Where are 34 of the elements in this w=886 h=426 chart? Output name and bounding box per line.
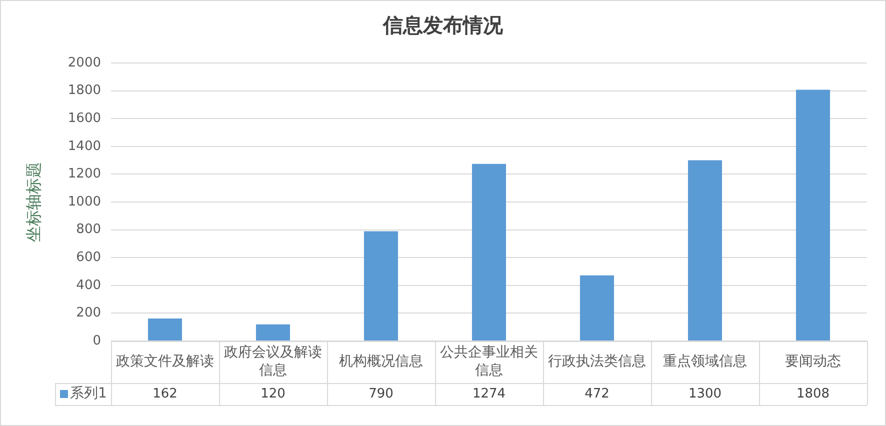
y-tick-label: 400 [76, 278, 101, 293]
data-label: 162 [152, 386, 178, 402]
x-tick-label: 政策文件及解读 [116, 354, 214, 370]
y-axis-title: 坐标轴标题 [24, 162, 44, 242]
y-tick-label: 1200 [68, 166, 101, 182]
data-label: 1274 [472, 386, 506, 402]
bar [256, 324, 290, 340]
y-tick-label: 0 [92, 333, 101, 348]
y-tick-label: 1400 [68, 138, 101, 154]
chart-title: 信息发布情况 [382, 13, 504, 38]
bar [148, 318, 182, 340]
x-tick-label: 机构概况信息 [339, 354, 423, 370]
bar [472, 164, 506, 340]
data-label: 790 [368, 386, 394, 402]
data-label: 472 [584, 386, 610, 402]
bar [796, 90, 830, 340]
legend-label: 系列1 [70, 386, 107, 402]
bar [580, 275, 614, 340]
data-label: 1300 [688, 386, 722, 402]
y-tick-label: 2000 [68, 55, 101, 70]
x-tick-label: 公共企事业相关信息 [440, 344, 538, 379]
x-tick-label: 行政执法类信息 [548, 354, 646, 370]
x-tick-label: 重点领域信息 [663, 354, 747, 370]
y-tick-label: 600 [76, 250, 101, 265]
x-tick-label: 要闻动态 [785, 354, 841, 370]
x-tick-label: 政府会议及解读信息 [224, 344, 322, 379]
y-tick-label: 800 [76, 222, 101, 238]
y-tick-label: 1800 [68, 83, 101, 98]
y-tick-label: 1000 [68, 194, 101, 210]
y-tick-label: 200 [76, 306, 101, 321]
data-label: 120 [260, 386, 286, 402]
bar [688, 160, 722, 340]
bar [364, 231, 398, 340]
y-tick-label: 1600 [68, 110, 101, 126]
